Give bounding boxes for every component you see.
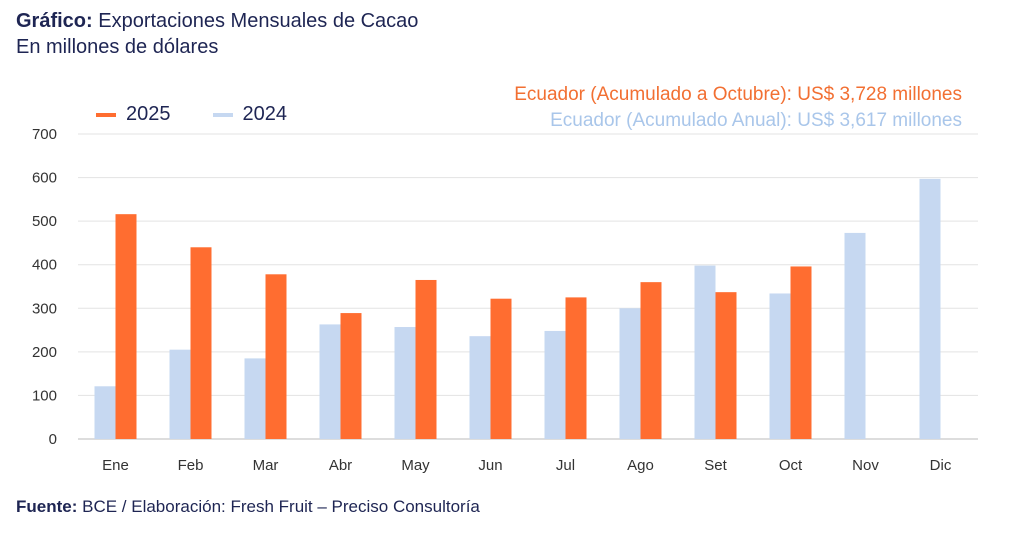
footer-label: Fuente: bbox=[16, 497, 78, 516]
y-tick-label: 100 bbox=[32, 387, 57, 404]
bar-2025-Ene bbox=[115, 214, 137, 439]
bar-2025-Jul bbox=[565, 297, 587, 439]
legend-swatch-2025 bbox=[96, 112, 116, 117]
bar-2024-Ene bbox=[94, 386, 116, 439]
bar-2024-Jul bbox=[544, 330, 566, 439]
bar-2025-Ago bbox=[640, 282, 662, 439]
bar-2024-Feb bbox=[169, 349, 191, 439]
x-tick-label: May bbox=[401, 457, 430, 474]
bar-2025-Jun bbox=[490, 298, 512, 439]
x-tick-label: Oct bbox=[779, 457, 803, 474]
annotation-2025: Ecuador (Acumulado a Octubre): US$ 3,728… bbox=[514, 84, 962, 105]
bar-2025-Abr bbox=[340, 313, 362, 439]
bar-2024-Mar bbox=[244, 358, 266, 439]
y-tick-label: 700 bbox=[32, 126, 57, 143]
y-tick-label: 0 bbox=[49, 431, 57, 448]
x-tick-label: Mar bbox=[253, 457, 279, 474]
chart-title: Gráfico: Exportaciones Mensuales de Caca… bbox=[16, 8, 418, 60]
legend-label-2025: 2025 bbox=[126, 103, 171, 125]
x-tick-label: Nov bbox=[852, 457, 879, 474]
bar-2024-Ago bbox=[619, 308, 641, 439]
source-footer: Fuente: BCE / Elaboración: Fresh Fruit –… bbox=[16, 497, 480, 517]
x-tick-label: Feb bbox=[178, 457, 204, 474]
legend: 2025 2024 bbox=[96, 103, 287, 126]
bar-2024-Nov bbox=[844, 232, 866, 439]
title-text: Exportaciones Mensuales de Cacao bbox=[92, 10, 419, 32]
x-tick-label: Abr bbox=[329, 457, 352, 474]
bar-2024-Abr bbox=[319, 324, 341, 439]
bar-2024-May bbox=[394, 327, 416, 439]
x-tick-label: Jun bbox=[478, 457, 502, 474]
footer-text: BCE / Elaboración: Fresh Fruit – Preciso… bbox=[77, 497, 480, 516]
y-tick-label: 600 bbox=[32, 170, 57, 187]
y-tick-label: 400 bbox=[32, 257, 57, 274]
bar-2024-Dic bbox=[919, 178, 941, 439]
bar-2024-Jun bbox=[469, 336, 491, 439]
bar-2025-Set bbox=[715, 292, 737, 439]
bar-2025-Feb bbox=[190, 247, 212, 439]
x-tick-label: Dic bbox=[930, 457, 952, 474]
bar-2024-Oct bbox=[769, 293, 791, 439]
bar-2025-Mar bbox=[265, 274, 287, 439]
annotation-2024: Ecuador (Acumulado Anual): US$ 3,617 mil… bbox=[550, 110, 962, 131]
x-tick-label: Jul bbox=[556, 457, 575, 474]
title-label: Gráfico: bbox=[16, 10, 93, 32]
x-tick-label: Ago bbox=[627, 457, 654, 474]
y-tick-label: 200 bbox=[32, 344, 57, 361]
x-tick-label: Set bbox=[704, 457, 727, 474]
x-tick-label: Ene bbox=[102, 457, 129, 474]
bar-2024-Set bbox=[694, 265, 716, 439]
bar-2025-May bbox=[415, 279, 437, 439]
bar-2025-Oct bbox=[790, 266, 812, 439]
legend-swatch-2024 bbox=[212, 112, 233, 117]
y-tick-label: 500 bbox=[32, 213, 57, 230]
legend-label-2024: 2024 bbox=[242, 103, 288, 125]
subtitle: En millones de dólares bbox=[16, 36, 219, 58]
y-tick-label: 300 bbox=[32, 300, 57, 317]
